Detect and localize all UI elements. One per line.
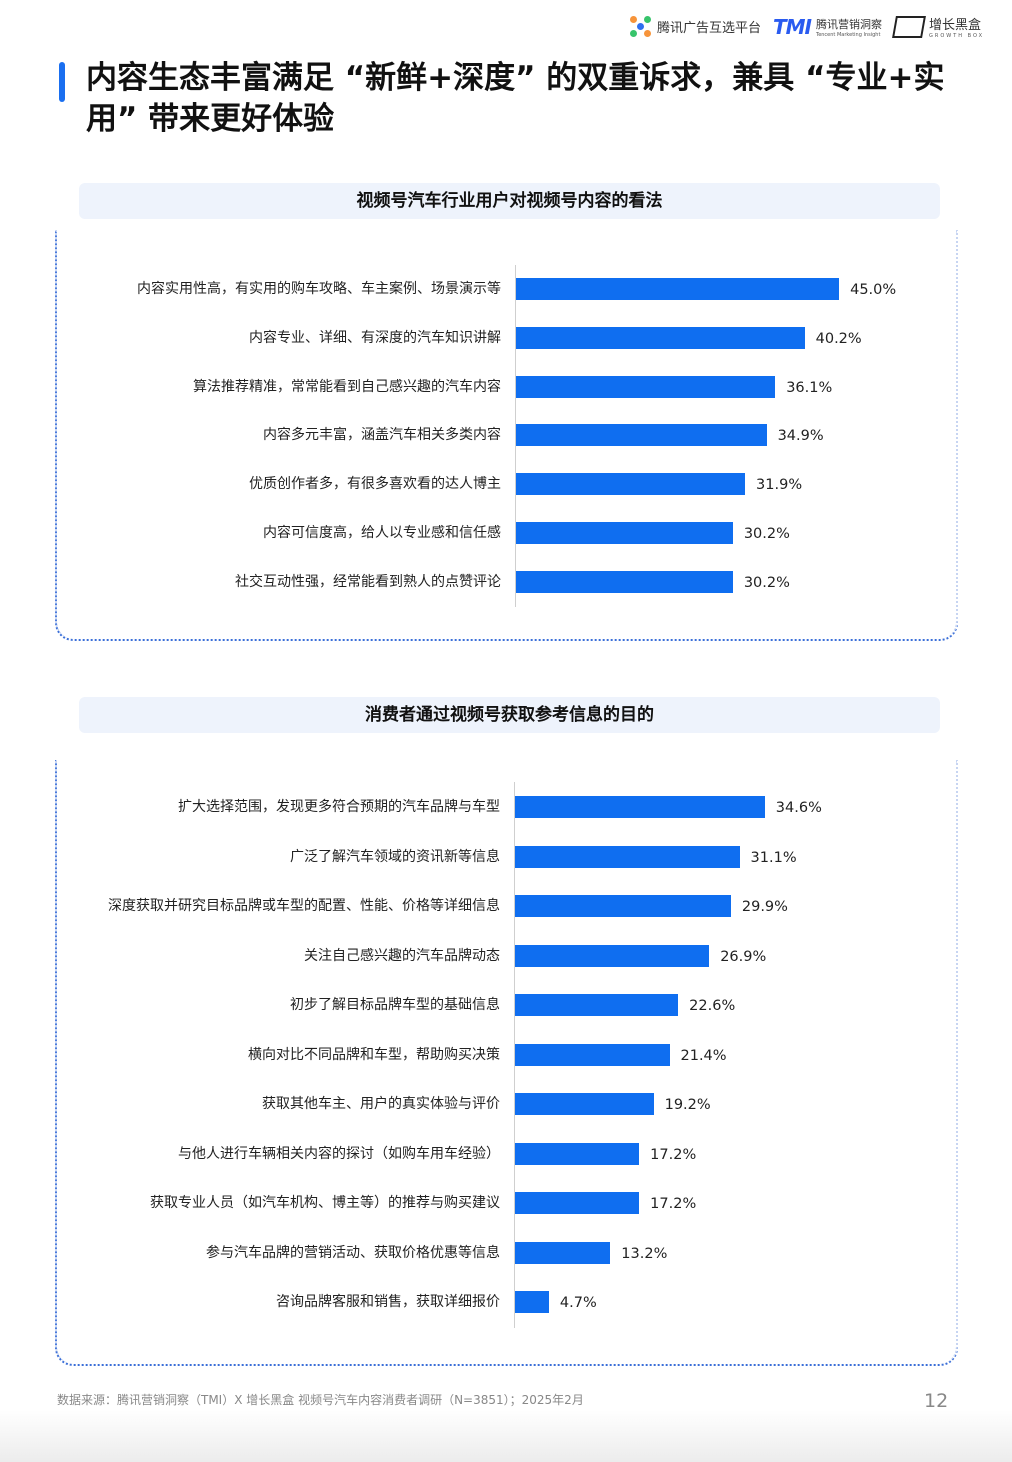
bar (515, 944, 710, 967)
logo2-sub: Tencent Marketing Insight (815, 31, 881, 38)
category-label: 扩大选择范围，发现更多符合预期的汽车品牌与车型 (178, 799, 500, 815)
value-label: 29.9% (741, 899, 788, 915)
bar (515, 1291, 549, 1313)
value-label: 40.2% (815, 330, 862, 347)
value-label: 45.0% (850, 282, 897, 298)
chart2-panel (55, 760, 958, 1366)
value-label: 34.9% (777, 428, 824, 445)
bar (516, 424, 767, 447)
bar (516, 522, 733, 544)
value-label: 31.1% (750, 849, 797, 866)
page-number: 12 (924, 1390, 949, 1412)
page-title: 内容生态丰富满足 “新鲜+深度” 的双重诉求，兼具 “专业+实用” 带来更好体验 (86, 60, 945, 137)
category-label: 内容多元丰富，涵盖汽车相关多类内容 (263, 427, 501, 444)
value-label: 13.2% (621, 1245, 668, 1262)
value-label: 34.6% (775, 800, 822, 816)
bar (516, 570, 733, 593)
value-label: 36.1% (786, 379, 833, 396)
value-label: 31.9% (756, 477, 803, 494)
value-label: 17.2% (650, 1196, 697, 1212)
bar (515, 1093, 654, 1115)
value-label: 21.4% (680, 1047, 727, 1064)
bar (516, 473, 746, 496)
category-label: 社交互动性强，经常能看到熟人的点赞评论 (235, 573, 501, 590)
logo2-text: 腾讯营销洞察 (815, 17, 882, 31)
partner-logos: 腾讯广告互选平台 TMI 腾讯营销洞察 Tencent Marketing Ins… (629, 14, 984, 39)
chart2-axis (514, 782, 515, 1328)
category-label: 深度获取并研究目标品牌或车型的配置、性能、价格等详细信息 (108, 898, 500, 914)
bar (515, 1043, 670, 1066)
bar (516, 278, 840, 300)
category-label: 关注自己感兴趣的汽车品牌动态 (304, 947, 500, 964)
category-label: 算法推荐精准，常常能看到自己感兴趣的汽车内容 (193, 378, 501, 395)
growth-box-logo: 增长黑盒 GROWTH BOX (892, 14, 984, 39)
bar (515, 1142, 640, 1165)
category-label: 咨询品牌客服和销售，获取详细报价 (276, 1294, 500, 1310)
tmi-logo: TMI 腾讯营销洞察 Tencent Marketing Insight (773, 15, 882, 39)
category-label: 获取专业人员（如汽车机构、博主等）的推荐与购买建议 (150, 1195, 500, 1211)
category-label: 优质创作者多，有很多喜欢看的达人博主 (249, 476, 501, 493)
category-label: 内容可信度高，给人以专业感和信任感 (263, 525, 501, 541)
logo3-sub: GROWTH BOX (928, 33, 984, 39)
value-label: 30.2% (743, 526, 790, 542)
category-label: 横向对比不同品牌和车型，帮助购买决策 (248, 1046, 500, 1063)
category-label: 内容专业、详细、有深度的汽车知识讲解 (249, 329, 501, 346)
bottom-fade (0, 1410, 1012, 1462)
chart2-title: 消费者通过视频号获取参考信息的目的 (79, 697, 940, 733)
chart1-panel (55, 230, 958, 641)
value-label: 26.9% (720, 948, 767, 965)
bar (515, 1192, 640, 1214)
bar (515, 796, 765, 818)
title-accent-bar (59, 62, 65, 102)
value-label: 17.2% (650, 1146, 697, 1163)
value-label: 30.2% (743, 574, 790, 591)
category-label: 获取其他车主、用户的真实体验与评价 (262, 1096, 500, 1112)
logo3-text: 增长黑盒 (928, 18, 981, 33)
chart1-title: 视频号汽车行业用户对视频号内容的看法 (79, 183, 940, 219)
category-label: 内容实用性高，有实用的购车攻略、车主案例、场景演示等 (137, 281, 501, 297)
bar (515, 845, 740, 868)
bar (515, 1241, 611, 1264)
category-label: 初步了解目标品牌车型的基础信息 (290, 997, 500, 1013)
tmi-mark: TMI (772, 14, 812, 39)
bar (516, 375, 776, 398)
category-label: 参与汽车品牌的营销活动、获取价格优惠等信息 (206, 1244, 500, 1261)
dots-icon (629, 15, 652, 38)
chart1-axis (515, 265, 516, 607)
category-label: 广泛了解汽车领域的资讯新等信息 (290, 848, 500, 865)
category-label: 与他人进行车辆相关内容的探讨（如购车用车经验） (178, 1145, 500, 1162)
tencent-ads-logo: 腾讯广告互选平台 (629, 15, 761, 38)
source-note: 数据来源：腾讯营销洞察（TMI）X 增长黑盒 视频号汽车内容消费者调研（N=38… (57, 1393, 584, 1407)
bar (515, 994, 679, 1016)
box-icon (892, 15, 926, 38)
bar (516, 326, 805, 349)
logo1-text: 腾讯广告互选平台 (656, 21, 761, 36)
bar (515, 895, 731, 917)
value-label: 19.2% (664, 1097, 711, 1113)
value-label: 4.7% (559, 1295, 597, 1311)
value-label: 22.6% (689, 998, 736, 1014)
